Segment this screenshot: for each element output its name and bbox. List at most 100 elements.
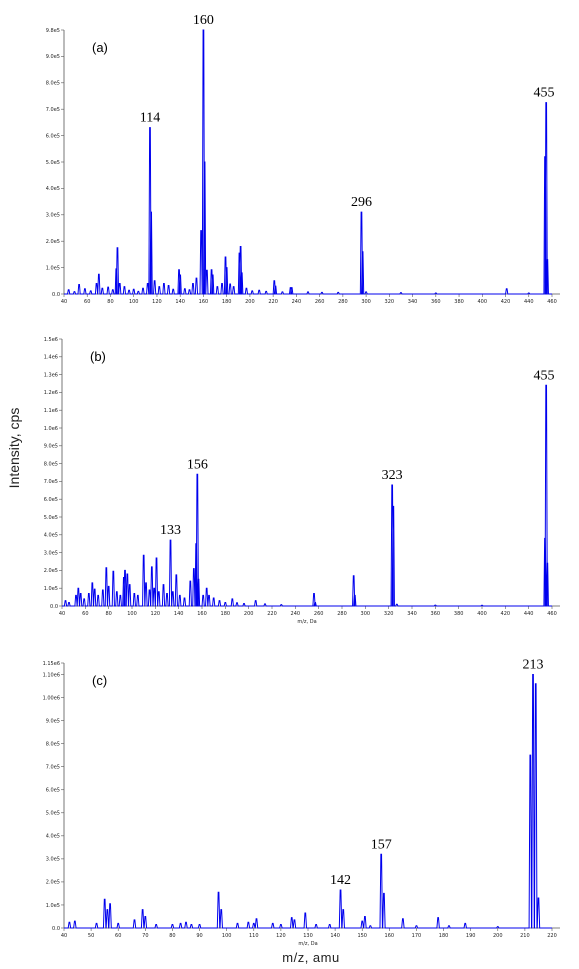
peak-label-142: 142 [330, 873, 351, 888]
y-tick-label: 6.0e5 [46, 788, 60, 794]
y-tick-label: 4.0e5 [46, 834, 60, 840]
y-tick-label: 9.0e5 [46, 718, 60, 724]
y-tick-label: 9.8e5 [46, 28, 60, 34]
spectrum-trace [62, 384, 552, 607]
x-tick-label: 120 [276, 933, 286, 939]
x-tick-label: 400 [478, 299, 488, 305]
x-tick-label: 380 [454, 299, 464, 305]
peak-label-323: 323 [382, 468, 403, 483]
x-tick-label: 100 [129, 299, 139, 305]
x-tick-label: 170 [412, 933, 422, 939]
x-tick-label: 80 [169, 933, 175, 939]
y-tick-label: 2.0e5 [44, 568, 58, 574]
x-tick-label: 340 [408, 299, 418, 305]
y-tick-label: 1.15e6 [43, 661, 60, 667]
peak-label-455: 455 [534, 368, 555, 383]
y-tick-label: 5.0e5 [46, 811, 60, 817]
x-tick-label: 160 [199, 299, 209, 305]
x-tick-label: 200 [244, 611, 254, 617]
x-tick-label: 260 [314, 611, 324, 617]
y-tick-label: 7.0e5 [46, 764, 60, 770]
y-tick-label: 8.0e5 [46, 81, 60, 87]
y-tick-label: 1.10e6 [43, 672, 60, 678]
x-tick-label: 50 [88, 933, 94, 939]
x-tick-label: 420 [501, 611, 511, 617]
x-tick-label: 280 [337, 611, 347, 617]
spectrum-panel-b: 0.0 1.0e5 2.0e5 3.0e5 4.0e5 5.0e5 6.0e5 7.0e5 8.… [44, 337, 560, 625]
x-tick-label: 420 [501, 299, 511, 305]
y-axis-title: Intensity, cps [6, 408, 22, 489]
x-tick-label: 120 [151, 611, 161, 617]
panel-x-axis-label: m/z, Da [298, 941, 317, 947]
x-tick-label: 180 [439, 933, 449, 939]
x-tick-label: 160 [197, 611, 207, 617]
peak-label-455: 455 [534, 86, 555, 101]
x-tick-label: 90 [196, 933, 202, 939]
x-tick-label: 60 [115, 933, 121, 939]
x-tick-label: 220 [547, 933, 557, 939]
y-tick-label: 7.0e5 [44, 479, 58, 485]
panel-label: (a) [92, 40, 108, 55]
y-tick-label: 9.0e5 [44, 444, 58, 450]
peak-label-213: 213 [523, 658, 544, 673]
y-tick-label: 1.3e6 [44, 372, 58, 378]
y-tick-label: 6.0e5 [44, 497, 58, 503]
spectra-panels: 0.0 1.0e5 2.0e5 3.0e5 4.0e5 5.0e5 6.0e5 7.0e5 8.… [43, 13, 560, 947]
x-axis-title: m/z, amu [282, 950, 339, 965]
x-tick-label: 200 [245, 299, 255, 305]
y-tick-label: 4.0e5 [44, 533, 58, 539]
x-tick-label: 110 [249, 933, 259, 939]
x-tick-label: 260 [315, 299, 325, 305]
x-tick-label: 80 [105, 611, 111, 617]
x-tick-label: 400 [477, 611, 487, 617]
x-tick-label: 40 [61, 299, 67, 305]
y-tick-label: 3.0e5 [46, 857, 60, 863]
y-tick-label: 0.0 [50, 604, 58, 610]
x-tick-label: 60 [84, 299, 90, 305]
x-tick-label: 240 [291, 611, 301, 617]
x-tick-label: 210 [520, 933, 530, 939]
y-tick-label: 1.1e6 [44, 408, 58, 414]
x-tick-label: 220 [267, 611, 277, 617]
y-tick-label: 9.0e5 [46, 54, 60, 60]
x-tick-label: 460 [547, 299, 557, 305]
y-tick-label: 1.5e6 [44, 337, 58, 343]
y-tick-label: 6.0e5 [46, 133, 60, 139]
y-tick-label: 0.0 [52, 292, 60, 298]
peak-label-133: 133 [160, 523, 181, 538]
peak-label-160: 160 [193, 13, 214, 28]
y-tick-label: 3.0e5 [44, 550, 58, 556]
peak-label-296: 296 [351, 195, 372, 210]
y-tick-label: 7.0e5 [46, 107, 60, 113]
spectrum-trace [64, 674, 552, 929]
y-tick-label: 4.0e5 [46, 186, 60, 192]
x-tick-label: 40 [59, 611, 65, 617]
y-tick-label: 3.0e5 [46, 213, 60, 219]
y-tick-label: 2.0e5 [46, 880, 60, 886]
y-tick-label: 0.0 [52, 926, 60, 932]
y-tick-label: 5.0e5 [44, 515, 58, 521]
y-tick-label: 1.0e5 [46, 265, 60, 271]
y-tick-label: 5.0e5 [46, 160, 60, 166]
x-tick-label: 130 [303, 933, 313, 939]
x-tick-label: 120 [152, 299, 162, 305]
x-tick-label: 360 [431, 611, 441, 617]
y-tick-label: 1.0e5 [46, 903, 60, 909]
x-tick-label: 220 [268, 299, 278, 305]
panel-label: (b) [90, 349, 106, 364]
x-tick-label: 140 [330, 933, 340, 939]
spectrum-trace [64, 29, 552, 295]
x-tick-label: 140 [175, 299, 185, 305]
x-tick-label: 320 [384, 611, 394, 617]
x-tick-label: 180 [222, 299, 232, 305]
y-tick-label: 1.2e6 [44, 390, 58, 396]
y-tick-label: 1.00e6 [43, 695, 60, 701]
peak-label-156: 156 [187, 457, 208, 472]
x-tick-label: 360 [431, 299, 441, 305]
x-tick-label: 380 [454, 611, 464, 617]
x-tick-label: 440 [524, 611, 534, 617]
x-tick-label: 100 [127, 611, 137, 617]
x-tick-label: 320 [385, 299, 395, 305]
panel-x-axis-label: m/z, Da [297, 619, 316, 625]
